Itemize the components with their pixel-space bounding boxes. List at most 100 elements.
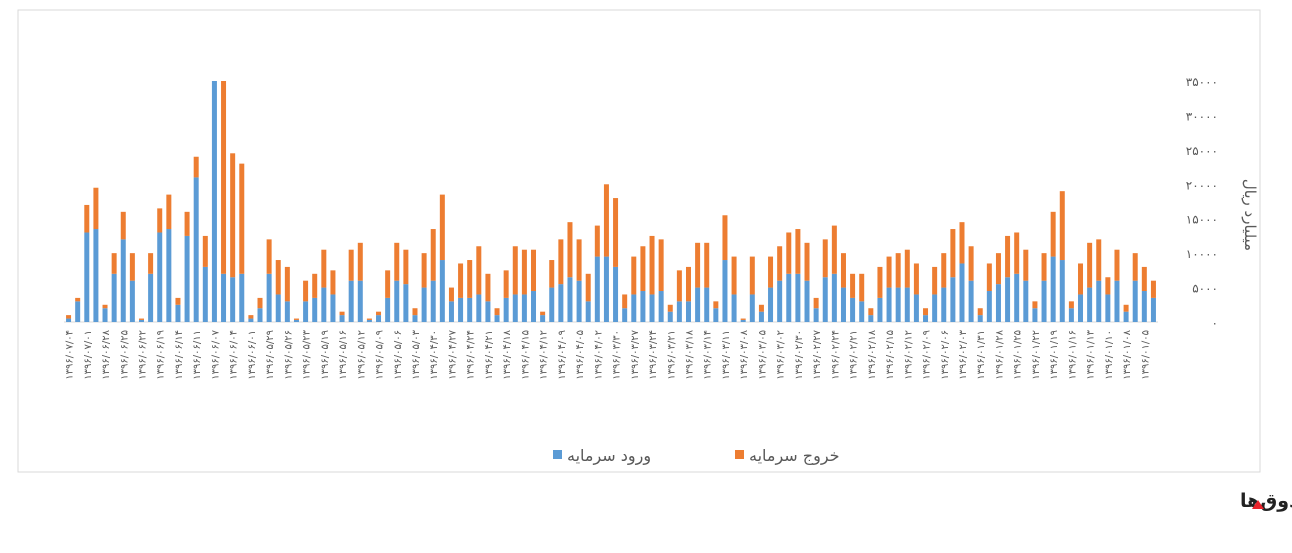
x-tick-label: ۱۳۹۶/۰۷/۰۱ — [83, 330, 94, 380]
bar-segment — [193, 156, 199, 178]
bar-segment — [66, 318, 72, 322]
bar-segment — [685, 266, 691, 302]
bar-segment — [111, 273, 117, 322]
y-tick-label: ۲۰۰۰۰ — [1186, 178, 1218, 192]
bar-segment — [667, 311, 673, 322]
bar-segment — [193, 177, 199, 322]
bar-segment — [631, 294, 637, 322]
bar-segment — [558, 239, 564, 285]
x-tick-label: ۱۳۹۶/۰۵/۲۶ — [283, 330, 294, 380]
bar-segment — [740, 319, 746, 322]
x-tick-label: ۱۳۹۶/۰۱/۳۱ — [976, 330, 987, 380]
x-tick-label: ۱۳۹۶/۰۴/۲۴ — [466, 330, 477, 380]
bar-segment — [995, 284, 1001, 322]
bar-segment — [804, 280, 810, 322]
bar-segment — [366, 319, 372, 322]
x-tick-label: ۱۳۹۶/۰۲/۰۳ — [958, 329, 969, 379]
bar-segment — [1014, 273, 1020, 322]
bar-segment — [1059, 191, 1065, 261]
bar-segment — [321, 287, 327, 322]
bar-segment — [403, 284, 409, 322]
bar-segment — [986, 263, 992, 292]
bar-segment — [576, 280, 582, 322]
x-tick-label: ۱۳۹۶/۰۳/۱۴ — [703, 330, 714, 380]
bar-segment — [157, 208, 163, 233]
bar-segment — [202, 235, 208, 267]
bar-segment — [348, 249, 354, 281]
x-tick-label: ۱۳۹۶/۰۳/۱۱ — [721, 330, 732, 380]
bar-segment — [649, 235, 655, 295]
bar-segment — [804, 242, 810, 281]
bar-segment — [84, 204, 90, 233]
x-tick-label: ۱۳۹۶/۰۳/۳۰ — [612, 330, 623, 380]
x-tick-label: ۱۳۹۶/۰۴/۱۵ — [520, 330, 531, 380]
bar-segment — [977, 308, 983, 316]
bar-segment — [923, 308, 929, 316]
bar-segment — [913, 263, 919, 295]
bar-segment — [157, 232, 163, 322]
bar-segment — [458, 263, 464, 298]
bar-segment — [877, 266, 883, 298]
bar-segment — [822, 277, 828, 322]
bar-segment — [859, 301, 865, 322]
bar-segment — [895, 287, 901, 322]
bar-segment — [1032, 308, 1038, 322]
bar-segment — [722, 260, 728, 322]
bar-segment — [868, 315, 874, 322]
bar-segment — [850, 297, 856, 322]
x-tick-label: ۱۳۹۶/۰۲/۲۷ — [812, 329, 823, 379]
x-tick-label: ۱۳۹۶/۰۳/۲۷ — [630, 329, 641, 379]
bar-segment — [93, 229, 99, 322]
bar-segment — [904, 287, 910, 322]
bar-segment — [129, 253, 135, 281]
bar-segment — [631, 256, 637, 295]
x-tick-label: ۱۳۹۶/۰۴/۰۲ — [593, 330, 604, 380]
y-tick-label: ۵۰۰۰ — [1192, 282, 1218, 296]
x-tick-label: ۱۳۹۶/۰۶/۲۵ — [119, 330, 130, 380]
x-tick-label: ۱۳۹۶/۰۴/۲۱ — [484, 330, 495, 380]
x-tick-label: ۱۳۹۶/۰۶/۱۹ — [156, 330, 167, 380]
x-tick-label: ۱۳۹۶/۰۲/۲۱ — [849, 330, 860, 380]
bar-segment — [512, 246, 518, 295]
bar-segment — [266, 273, 272, 322]
bar-segment — [941, 253, 947, 288]
bar-segment — [211, 81, 217, 322]
bar-segment — [293, 319, 299, 322]
bar-segment — [831, 273, 837, 322]
bar-segment — [640, 291, 646, 322]
bar-segment — [1096, 239, 1102, 281]
bar-segment — [613, 266, 619, 322]
bar-segment — [284, 301, 290, 322]
x-tick-label: ۱۳۹۶/۰۱/۲۸ — [994, 329, 1005, 379]
bar-segment — [357, 242, 363, 281]
bar-segment — [1105, 277, 1111, 295]
bar-segment — [795, 229, 801, 274]
bar-segment — [184, 235, 190, 322]
bar-segment — [840, 253, 846, 288]
caption-marker — [1252, 500, 1264, 509]
x-tick-label: ۱۳۹۶/۰۵/۱۲ — [356, 330, 367, 380]
bar-segment — [1032, 301, 1038, 309]
bar-segment — [603, 184, 609, 257]
bar-segment — [995, 253, 1001, 285]
bar-segment — [202, 266, 208, 322]
bar-segment — [385, 297, 391, 322]
x-tick-label: ۱۳۹۶/۰۱/۱۶ — [1067, 330, 1078, 380]
x-tick-label: ۱۳۹۶/۰۵/۱۹ — [320, 330, 331, 380]
bar-segment — [704, 242, 710, 288]
bar-segment — [1005, 235, 1011, 278]
bar-segment — [1114, 249, 1120, 281]
x-tick-label: ۱۳۹۶/۰۱/۲۲ — [1031, 330, 1042, 380]
bar-segment — [531, 249, 537, 292]
bar-segment — [968, 280, 974, 322]
bar-segment — [1150, 280, 1156, 298]
y-axis-title: میلیارد ریال — [1241, 179, 1259, 251]
bar-segment — [503, 270, 509, 298]
bar-segment — [257, 297, 263, 309]
bar-segment — [330, 270, 336, 295]
bar-segment — [932, 294, 938, 322]
bar-segment — [777, 280, 783, 322]
x-tick-label: ۱۳۹۶/۰۲/۱۵ — [885, 330, 896, 380]
bar-segment — [923, 315, 929, 322]
bar-segment — [1068, 301, 1074, 309]
